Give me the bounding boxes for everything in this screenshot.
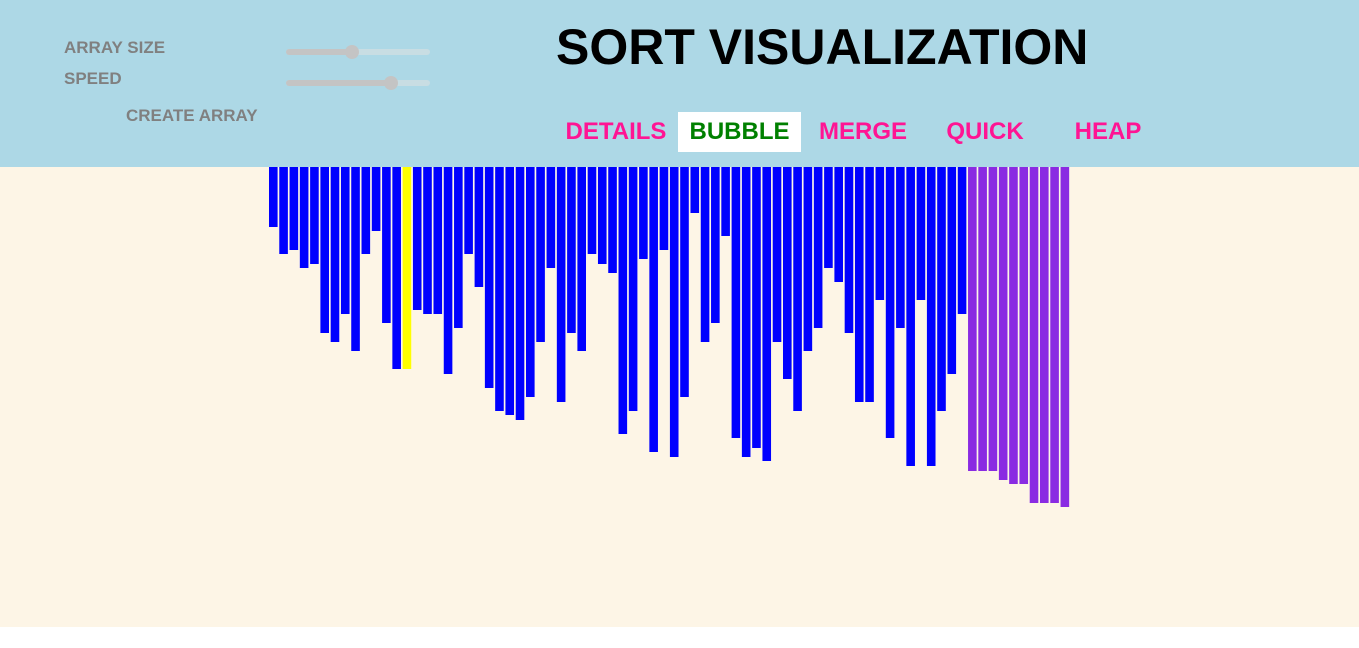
array-bar: [340, 167, 350, 314]
array-bar: [587, 167, 597, 254]
array-bar: [618, 167, 628, 434]
array-bar: [844, 167, 854, 333]
create-array-button[interactable]: CREATE ARRAY: [126, 106, 258, 125]
array-bar: [351, 167, 360, 351]
array-bar: [597, 167, 607, 264]
array-bar: [690, 167, 700, 213]
array-bar: [443, 167, 453, 374]
array-bar: [1029, 167, 1039, 503]
array-bar: [731, 167, 741, 438]
array-bar: [1019, 167, 1029, 484]
array-size-label: ARRAY SIZE: [64, 38, 166, 57]
array-bar: [803, 167, 813, 351]
array-size-slider[interactable]: [286, 45, 430, 59]
array-bar: [474, 167, 484, 287]
array-bar: [546, 167, 556, 268]
array-bar: [1060, 167, 1070, 507]
array-bar: [320, 167, 329, 333]
array-bar: [382, 167, 391, 323]
array-bar: [824, 167, 833, 268]
array-bar: [515, 167, 525, 420]
array-bar: [752, 167, 761, 448]
array-bar: [402, 167, 412, 369]
array-bar: [865, 167, 874, 402]
nav-quick-button[interactable]: QUICK: [946, 118, 1024, 145]
array-bar: [926, 167, 936, 466]
array-bar: [1009, 167, 1018, 484]
array-bar: [330, 167, 340, 342]
array-bar: [649, 167, 658, 452]
array-bar: [371, 167, 381, 231]
array-bar: [567, 167, 576, 333]
array-bar: [659, 167, 669, 250]
array-size-slider-thumb[interactable]: [345, 45, 360, 59]
array-size-slider-fill: [286, 49, 353, 55]
array-bar: [412, 167, 422, 310]
array-bar: [968, 167, 977, 471]
array-bar: [505, 167, 515, 415]
array-bar: [741, 167, 751, 457]
speed-slider[interactable]: [286, 76, 430, 90]
page-title: SORT VISUALIZATION: [556, 19, 1089, 75]
array-bar: [269, 167, 278, 227]
array-bar: [916, 167, 926, 300]
array-bar: [772, 167, 782, 342]
array-bar: [1040, 167, 1049, 503]
array-bar: [937, 167, 946, 411]
array-bar: [813, 167, 823, 328]
array-bars: [269, 167, 1070, 507]
array-bar: [639, 167, 648, 259]
array-bar: [896, 167, 905, 328]
array-bar: [392, 167, 401, 369]
array-bar: [793, 167, 802, 411]
array-bar: [484, 167, 494, 388]
array-bar: [279, 167, 288, 254]
array-bar: [299, 167, 309, 268]
array-bar: [680, 167, 689, 397]
nav-details-button[interactable]: DETAILS: [565, 118, 667, 145]
array-bar: [536, 167, 545, 342]
array-bar: [700, 167, 710, 342]
array-bar: [289, 167, 299, 250]
array-bar: [526, 167, 535, 397]
speed-slider-thumb[interactable]: [384, 76, 399, 90]
nav-merge-button[interactable]: MERGE: [818, 118, 907, 145]
speed-label: SPEED: [64, 69, 122, 88]
array-bar: [608, 167, 617, 273]
array-bar: [628, 167, 638, 411]
array-bar: [906, 167, 915, 466]
array-bar: [433, 167, 443, 314]
array-bar: [998, 167, 1008, 480]
array-bar: [423, 167, 432, 314]
array-bar: [885, 167, 895, 438]
array-bar: [454, 167, 463, 328]
array-bar: [669, 167, 679, 457]
array-canvas: [0, 167, 1359, 627]
array-bar: [495, 167, 504, 411]
array-bar: [577, 167, 586, 351]
array-bar: [834, 167, 843, 282]
array-bar: [1050, 167, 1059, 503]
array-bar: [988, 167, 998, 471]
array-bar: [783, 167, 792, 379]
array-bar: [711, 167, 720, 323]
array-bar: [947, 167, 957, 374]
array-bar: [556, 167, 566, 402]
array-bar: [721, 167, 730, 236]
array-bar: [310, 167, 319, 264]
nav-heap-button[interactable]: HEAP: [1074, 118, 1142, 145]
array-bar: [978, 167, 987, 471]
speed-slider-fill: [286, 80, 392, 86]
array-bar: [762, 167, 772, 461]
nav-bubble-button[interactable]: BUBBLE: [678, 112, 801, 152]
array-bar: [854, 167, 864, 402]
array-bar: [361, 167, 371, 254]
array-bar: [464, 167, 473, 254]
header-bar: ARRAY SIZE SPEED CREATE ARRAY SORT VISUA…: [0, 0, 1359, 167]
array-bar: [957, 167, 967, 314]
array-bar: [875, 167, 885, 300]
